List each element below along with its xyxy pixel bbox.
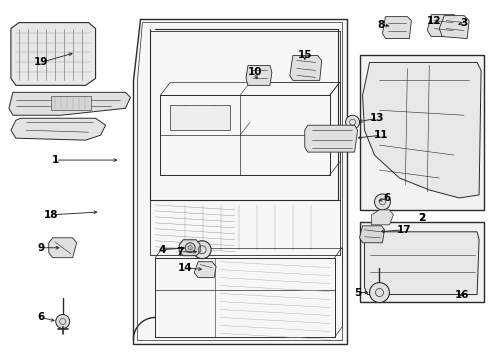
Text: 11: 11 <box>374 130 389 140</box>
Circle shape <box>374 194 391 210</box>
Circle shape <box>185 243 195 253</box>
Text: 16: 16 <box>455 289 469 300</box>
Polygon shape <box>371 210 393 225</box>
Text: 6: 6 <box>384 193 391 203</box>
Text: 13: 13 <box>370 113 385 123</box>
Text: 12: 12 <box>427 15 441 26</box>
Bar <box>360 55 484 210</box>
Polygon shape <box>363 62 481 198</box>
Text: 1: 1 <box>52 155 59 165</box>
Text: 8: 8 <box>378 19 385 30</box>
Polygon shape <box>9 92 130 115</box>
Text: 9: 9 <box>37 243 45 253</box>
Polygon shape <box>383 17 412 39</box>
Text: 3: 3 <box>461 18 468 28</box>
Text: 5: 5 <box>354 288 361 298</box>
Polygon shape <box>365 232 479 294</box>
Circle shape <box>369 283 390 302</box>
Text: 2: 2 <box>417 213 425 223</box>
Text: 17: 17 <box>397 225 412 235</box>
Text: 18: 18 <box>44 210 58 220</box>
Polygon shape <box>305 125 358 152</box>
Polygon shape <box>11 23 96 85</box>
Bar <box>171 105 230 130</box>
Text: 7: 7 <box>176 247 184 257</box>
Text: 19: 19 <box>34 58 48 67</box>
Circle shape <box>193 241 211 259</box>
Polygon shape <box>427 15 459 37</box>
Polygon shape <box>11 118 105 140</box>
Polygon shape <box>290 55 322 80</box>
Polygon shape <box>133 19 346 345</box>
Polygon shape <box>246 66 272 85</box>
Polygon shape <box>360 226 385 243</box>
Polygon shape <box>49 238 76 258</box>
Text: 2: 2 <box>417 213 425 223</box>
Text: 15: 15 <box>297 50 312 60</box>
Text: 14: 14 <box>178 263 193 273</box>
Polygon shape <box>194 262 216 278</box>
Text: 10: 10 <box>248 67 262 77</box>
Polygon shape <box>179 240 200 256</box>
Bar <box>51 96 91 110</box>
Text: 4: 4 <box>159 245 166 255</box>
Bar <box>360 222 484 302</box>
Circle shape <box>56 315 70 328</box>
Polygon shape <box>439 15 469 39</box>
Circle shape <box>345 115 360 129</box>
Text: 6: 6 <box>37 312 45 323</box>
